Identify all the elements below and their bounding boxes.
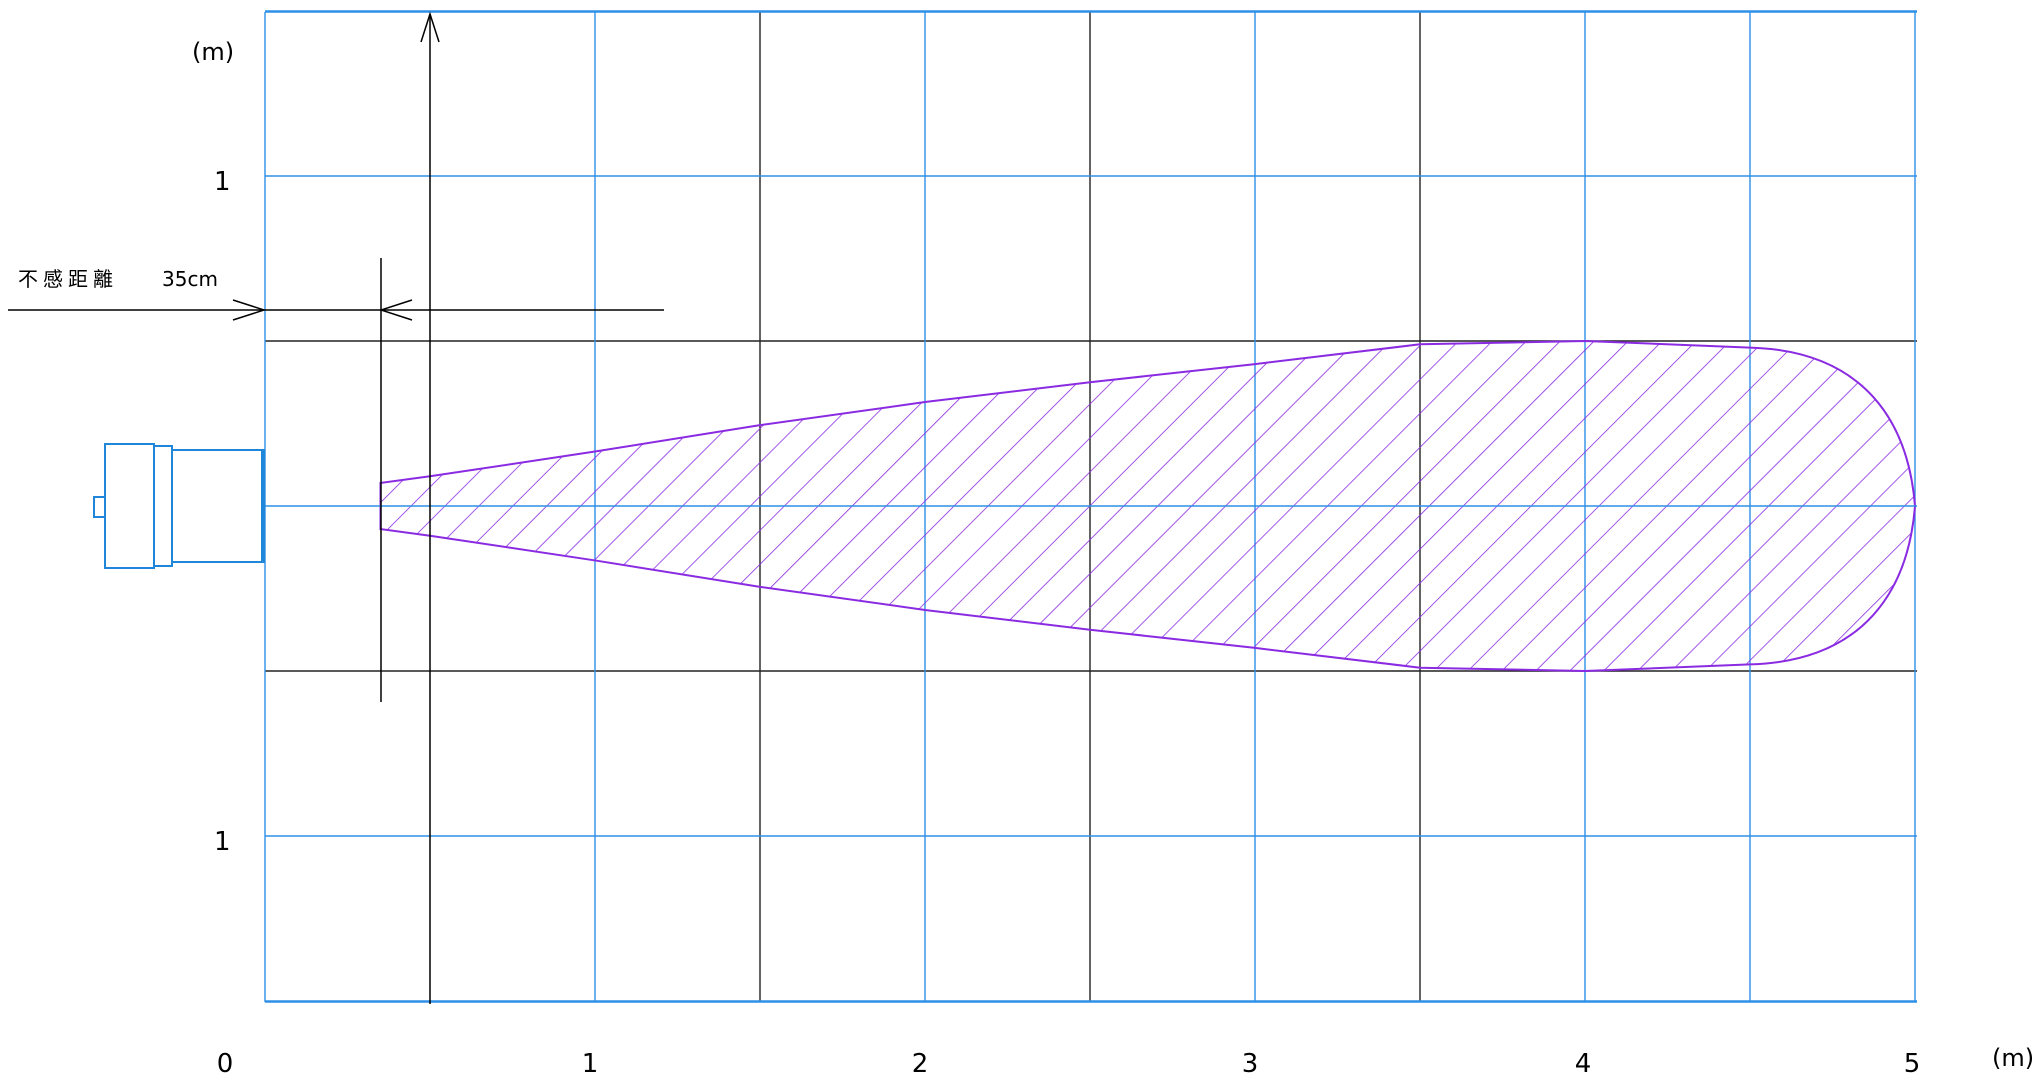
x-tick-label: 3 — [1242, 1049, 1259, 1076]
y-tick-upper: 1 — [214, 167, 231, 197]
y-axis-unit: (m) — [192, 38, 234, 66]
x-tick-label: 0 — [217, 1049, 234, 1076]
dead-zone-value: 35cm — [162, 267, 218, 291]
x-tick-labels: 0 1 2 3 4 5 — [217, 1049, 1921, 1076]
dead-zone-dimension — [8, 258, 664, 702]
x-tick-label: 2 — [912, 1049, 929, 1076]
sensor-icon — [93, 443, 265, 569]
x-tick-label: 1 — [582, 1049, 599, 1076]
x-tick-label: 5 — [1904, 1049, 1921, 1076]
y-axis-arrow — [420, 11, 440, 1004]
dead-zone-arrow-left — [232, 299, 267, 321]
grid-blue-lines — [264, 10, 1917, 1003]
x-tick-label: 4 — [1575, 1049, 1592, 1076]
x-axis-unit: (m) — [1992, 1044, 2034, 1072]
dead-zone-arrow-right — [378, 299, 413, 321]
dead-zone-label: 不感距離 — [18, 267, 118, 291]
y-tick-lower: 1 — [214, 827, 231, 857]
